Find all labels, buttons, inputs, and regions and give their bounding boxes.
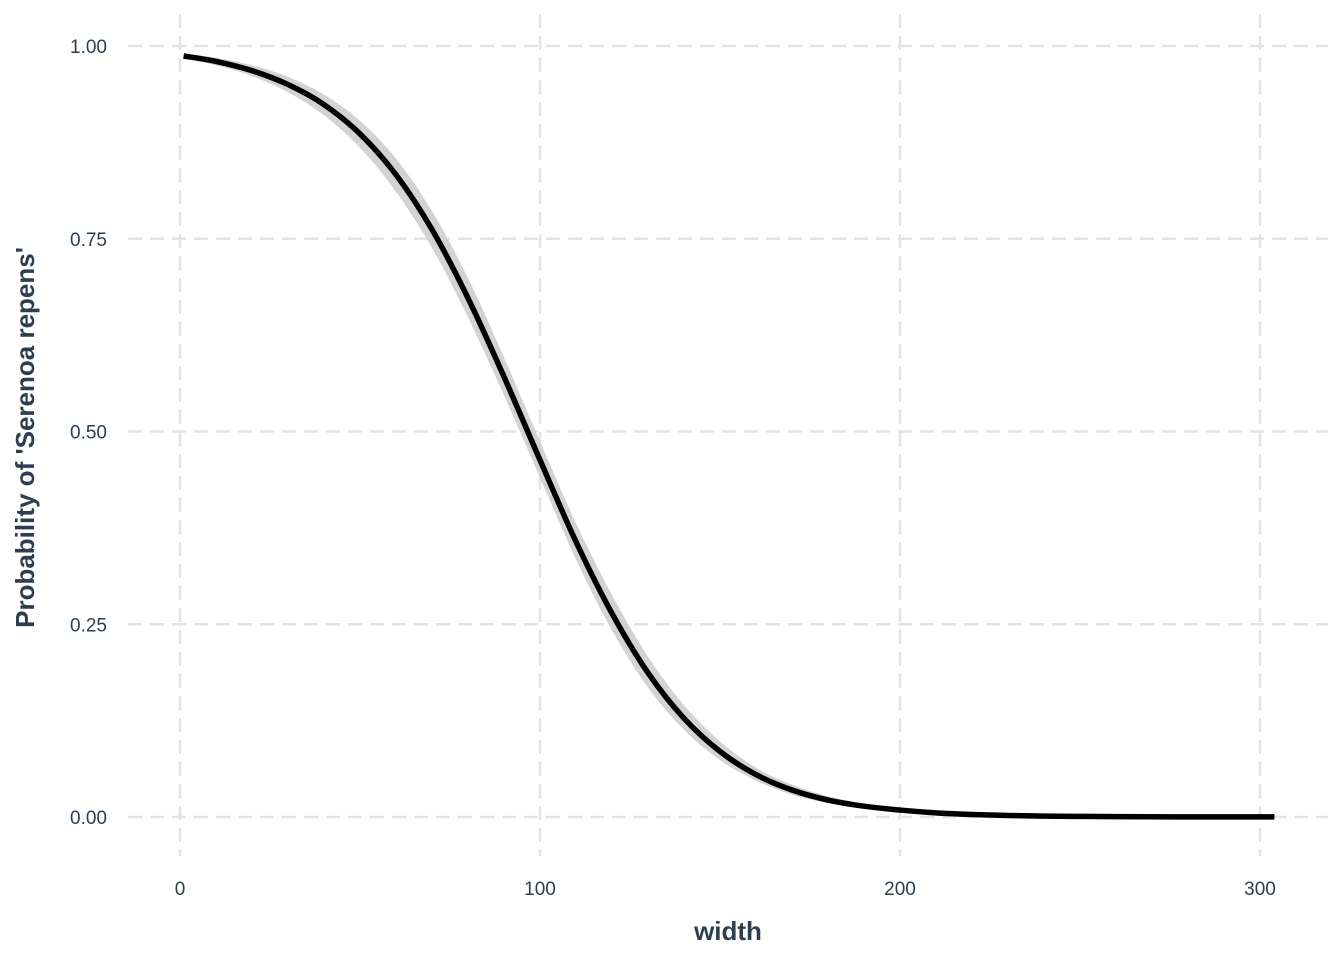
- y-tick-label: 0.75: [70, 230, 107, 251]
- confidence-ribbon: [183, 53, 1275, 818]
- x-axis-tick-labels: 0 100 200 300: [175, 879, 1276, 900]
- y-axis-title: Probability of 'Serenoa repens': [10, 247, 40, 628]
- y-tick-label: 0.00: [70, 808, 107, 829]
- x-tick-label: 200: [884, 879, 916, 900]
- x-tick-label: 0: [175, 879, 186, 900]
- y-tick-label: 0.50: [70, 423, 107, 444]
- x-tick-label: 100: [524, 879, 556, 900]
- x-axis-title: width: [693, 916, 762, 946]
- confidence-ribbon-layer: [183, 53, 1275, 818]
- y-tick-label: 0.25: [70, 615, 107, 636]
- probability-curve: [183, 53, 1275, 820]
- probability-curve-layer: [183, 53, 1275, 820]
- grid: [128, 14, 1328, 856]
- x-tick-label: 300: [1244, 879, 1276, 900]
- y-axis-tick-labels: 0.00 0.25 0.50 0.75 1.00: [70, 37, 107, 829]
- y-tick-label: 1.00: [70, 37, 107, 58]
